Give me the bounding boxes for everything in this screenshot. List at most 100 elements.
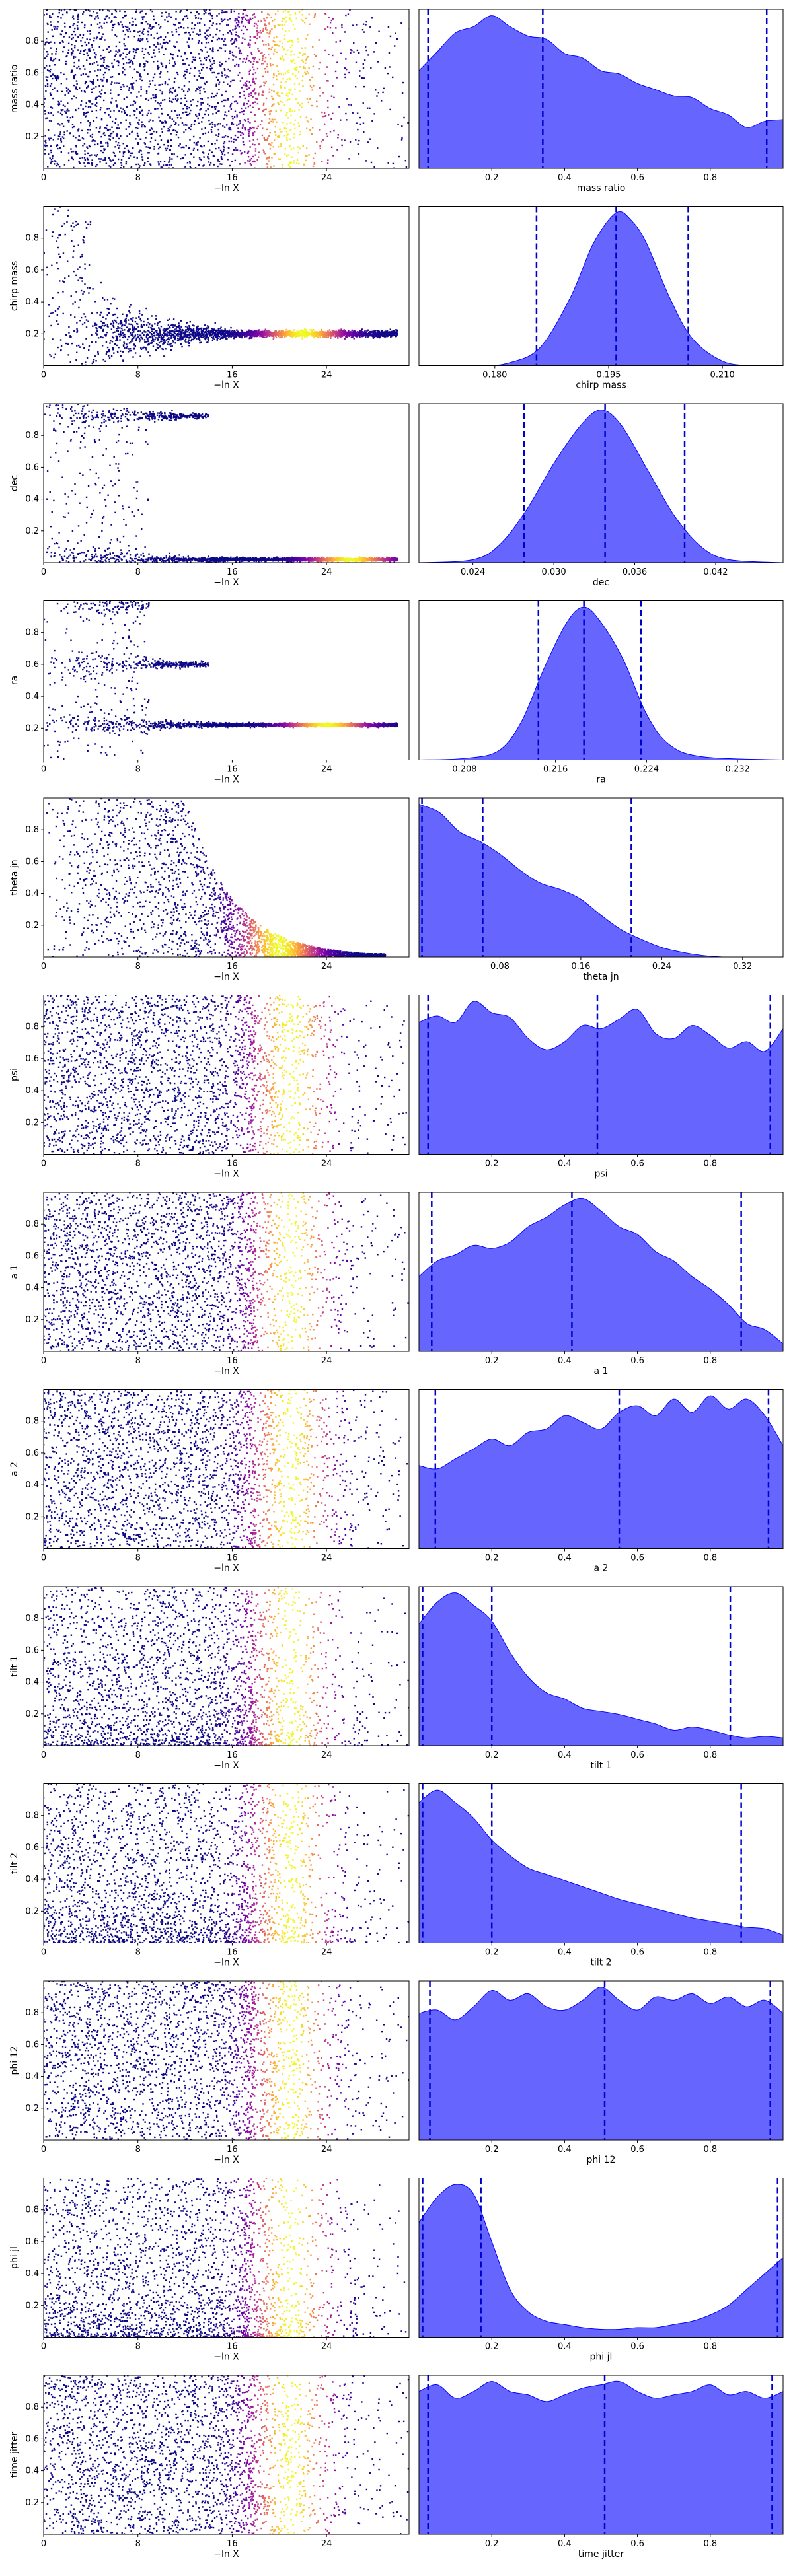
y-axis-label: time jitter <box>9 2432 20 2478</box>
x-tick-label: 16 <box>227 2145 238 2155</box>
x-axis-label: −ln X <box>213 775 239 785</box>
x-axis-label: −ln X <box>213 972 239 982</box>
x-tick-label: 24 <box>321 765 332 775</box>
x-axis-label: −ln X <box>213 1958 239 1968</box>
y-tick-label: 0.2 <box>25 2301 39 2310</box>
x-tick-label: 8 <box>135 1948 141 1958</box>
x-tick-label: 0.4 <box>558 1159 572 1169</box>
x-tick-label: 0 <box>41 1948 46 1958</box>
density-frame <box>418 2178 784 2338</box>
density-frame <box>418 1980 784 2141</box>
scatter-frame <box>43 1980 410 2141</box>
scatter-frame <box>43 2375 410 2535</box>
x-tick-label: 0.6 <box>630 1356 644 1366</box>
scatter-frame <box>43 600 410 760</box>
x-tick-label: 0.2 <box>485 2539 499 2549</box>
density-plot-10: 0.2 0.4 0.6 0.8 phi 12 <box>418 1980 784 2165</box>
y-axis-label: tilt 1 <box>9 1655 20 1676</box>
density-area <box>419 1987 783 2140</box>
x-tick-label: 0.8 <box>703 1750 717 1760</box>
x-axis-label: a 2 <box>594 1563 609 1574</box>
x-tick-label: 0 <box>41 2342 46 2352</box>
x-axis-label: tilt 2 <box>590 1958 611 1968</box>
density-area <box>419 211 783 366</box>
x-tick-label: 8 <box>135 1356 141 1366</box>
density-frame <box>418 1192 784 1352</box>
y-tick-label: 0.4 <box>25 2269 39 2279</box>
y-tick-label: 0.4 <box>25 297 39 307</box>
x-tick-label: 24 <box>321 2342 332 2352</box>
trace-plot-6: 0 8 16 24 0.2 0.4 0.6 0.8 −ln X a 1 <box>9 1192 410 1377</box>
y-tick-label: 0.6 <box>25 462 39 472</box>
density-frame <box>418 9 784 169</box>
scatter-points <box>44 1389 408 1549</box>
y-tick-label: 0.6 <box>25 266 39 275</box>
density-plot-12: 0.2 0.4 0.6 0.8 time jitter <box>418 2375 784 2559</box>
trace-plot-0: 0 8 16 24 0.2 0.4 0.6 0.8 −ln X mass ratio <box>9 9 410 194</box>
density-plot-2: 0.024 0.030 0.036 0.042 dec <box>418 403 784 588</box>
y-tick-label: 0.8 <box>25 36 39 46</box>
y-tick-label: 0.8 <box>25 2008 39 2018</box>
x-tick-label: 0.024 <box>461 567 485 577</box>
x-axis-label: phi jl <box>590 2352 613 2363</box>
x-axis-label: dec <box>593 577 609 588</box>
y-tick-label: 0.4 <box>25 692 39 701</box>
y-tick-label: 0.4 <box>25 1283 39 1293</box>
y-axis-label: theta jn <box>9 859 20 895</box>
y-axis-label: tilt 2 <box>9 1853 20 1874</box>
density-frame <box>418 600 784 760</box>
x-tick-label: 8 <box>135 2539 141 2549</box>
x-tick-label: 24 <box>321 1159 332 1169</box>
scatter-points <box>44 1981 409 2140</box>
trace-plot-12: 0 8 16 24 0.2 0.4 0.6 0.8 −ln X time jitter <box>9 2375 410 2559</box>
x-tick-label: 16 <box>227 1750 238 1760</box>
x-tick-label: 0.4 <box>558 1554 572 1563</box>
y-tick-label: 0.2 <box>25 132 39 142</box>
y-tick-label: 0.4 <box>25 1086 39 1096</box>
x-axis-label: −ln X <box>213 380 239 391</box>
x-axis-label: −ln X <box>213 2155 239 2165</box>
y-tick-label: 0.4 <box>25 2072 39 2082</box>
x-tick-label: 0.4 <box>558 2539 572 2549</box>
y-tick-label: 0.2 <box>25 1512 39 1522</box>
x-tick-label: 0.32 <box>733 962 752 972</box>
y-tick-label: 0.6 <box>25 1449 39 1458</box>
x-tick-label: 0.195 <box>596 371 621 380</box>
density-frame <box>418 2375 784 2535</box>
x-axis-label: −ln X <box>213 2549 239 2559</box>
x-tick-label: 0.4 <box>558 1948 572 1958</box>
y-tick-label: 0.6 <box>25 2237 39 2247</box>
x-tick-label: 0.6 <box>630 1159 644 1169</box>
x-tick-label: 0.210 <box>710 371 735 380</box>
x-tick-label: 16 <box>227 1159 238 1169</box>
y-axis-label: psi <box>9 1068 20 1081</box>
density-area <box>419 804 783 957</box>
x-axis-label: a 1 <box>594 1366 609 1377</box>
y-tick-label: 0.6 <box>25 1843 39 1853</box>
y-tick-label: 0.4 <box>25 495 39 505</box>
y-tick-label: 0.8 <box>25 1022 39 1032</box>
x-tick-label: 24 <box>321 1356 332 1366</box>
y-tick-label: 0.8 <box>25 431 39 441</box>
trace-plot-4: 0 8 16 24 0.2 0.4 0.6 0.8 −ln X theta jn <box>9 797 410 982</box>
x-tick-label: 0.8 <box>703 2145 717 2155</box>
density-plot-8: 0.2 0.4 0.6 0.8 tilt 1 <box>418 1586 784 1771</box>
x-tick-label: 16 <box>227 1948 238 1958</box>
y-axis-label: ra <box>9 676 20 685</box>
x-tick-label: 8 <box>135 765 141 775</box>
x-tick-label: 0 <box>41 173 46 183</box>
x-tick-label: 16 <box>227 371 238 380</box>
y-tick-label: 0.6 <box>25 857 39 867</box>
scatter-frame <box>43 2178 410 2338</box>
density-plot-7: 0.2 0.4 0.6 0.8 a 2 <box>418 1389 784 1574</box>
y-tick-label: 0.2 <box>25 723 39 733</box>
y-tick-label: 0.8 <box>25 2402 39 2412</box>
density-plot-1: 0.180 0.195 0.210 chirp mass <box>418 206 784 391</box>
y-tick-label: 0.4 <box>25 1480 39 1490</box>
density-area <box>419 15 783 168</box>
x-tick-label: 0.8 <box>703 2539 717 2549</box>
x-tick-label: 0.24 <box>652 962 671 972</box>
x-axis-label: −ln X <box>213 577 239 588</box>
trace-plot-1: 0 8 16 24 0.2 0.4 0.6 0.8 −ln X chirp mass <box>9 206 410 391</box>
x-tick-label: 0.4 <box>558 1750 572 1760</box>
